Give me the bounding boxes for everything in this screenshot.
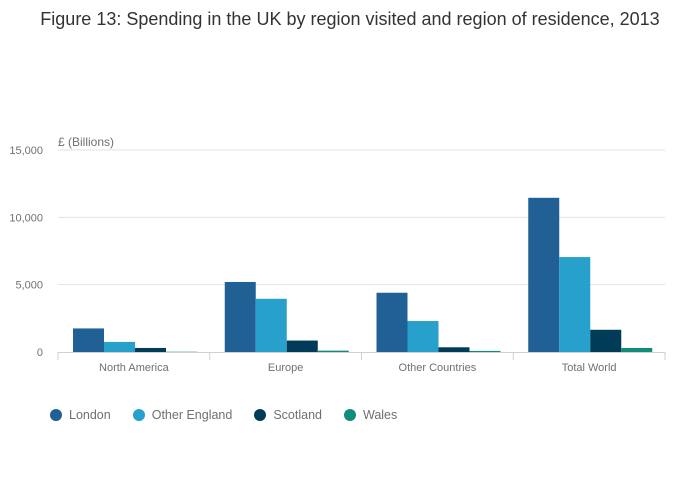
- y-tick-label: 0: [37, 347, 43, 359]
- legend-label: Scotland: [273, 408, 322, 422]
- x-category-label: Europe: [268, 362, 303, 374]
- legend-swatch: [132, 409, 145, 421]
- bar-wales: [166, 351, 197, 353]
- legend: London Other England Scotland Wales: [50, 408, 397, 422]
- y-axis-unit-label: £ (Billions): [58, 135, 114, 149]
- bar-other-england: [104, 341, 135, 352]
- bar-wales: [469, 350, 501, 352]
- bar-london: [73, 328, 104, 352]
- bar-scotland: [438, 347, 470, 352]
- x-category-label: North America: [99, 362, 170, 374]
- legend-label: Wales: [362, 408, 398, 422]
- bar-other-england: [255, 298, 287, 352]
- legend-item-wales[interactable]: Wales: [343, 408, 398, 422]
- bar-scotland: [135, 347, 166, 352]
- y-tick-label: 15,000: [9, 145, 43, 157]
- legend-item-london[interactable]: London: [50, 408, 111, 422]
- x-category-label: Other Countries: [399, 362, 477, 374]
- legend-label: London: [69, 408, 111, 422]
- legend-swatch: [50, 409, 62, 421]
- bar-london: [376, 292, 408, 352]
- bar-scotland: [590, 329, 622, 352]
- bar-scotland: [286, 340, 318, 352]
- legend-item-other-england[interactable]: Other England: [132, 408, 233, 422]
- legend-item-scotland[interactable]: Scotland: [254, 408, 322, 422]
- bar-wales: [621, 347, 653, 352]
- legend-swatch: [343, 409, 356, 421]
- legend-swatch: [254, 409, 267, 421]
- chart-title: Figure 13: Spending in the UK by region …: [40, 9, 660, 29]
- bar-wales: [317, 350, 349, 352]
- legend-label: Other England: [151, 408, 233, 422]
- bar-london: [224, 281, 256, 352]
- y-tick-label: 10,000: [9, 212, 43, 224]
- bar-other-england: [407, 321, 439, 352]
- bar-other-england: [559, 257, 591, 352]
- y-tick-label: 5,000: [15, 280, 43, 292]
- x-category-label: Total World: [562, 362, 617, 374]
- bar-london: [528, 197, 560, 352]
